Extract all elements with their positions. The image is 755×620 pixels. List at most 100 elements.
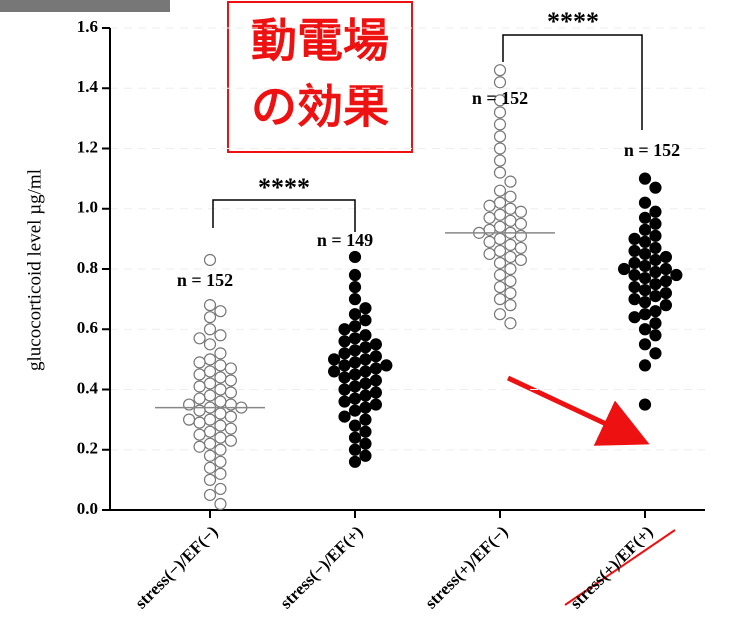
data-point: [495, 233, 506, 244]
data-point: [370, 387, 381, 398]
data-point: [515, 218, 526, 229]
data-point: [360, 438, 371, 449]
data-point: [515, 230, 526, 241]
data-point: [194, 369, 205, 380]
data-point: [650, 267, 661, 278]
data-point: [350, 333, 361, 344]
n-label: n = 152: [624, 140, 680, 160]
data-point: [505, 191, 516, 202]
data-point: [495, 167, 506, 178]
data-point: [194, 357, 205, 368]
data-point: [339, 360, 350, 371]
image-fragment: [0, 0, 170, 12]
data-point: [629, 294, 640, 305]
data-point: [640, 224, 651, 235]
data-point: [205, 366, 216, 377]
data-point: [215, 456, 226, 467]
data-point: [194, 405, 205, 416]
data-point: [640, 309, 651, 320]
data-point: [205, 312, 216, 323]
data-point: [184, 414, 195, 425]
callout-line: 動電場: [251, 14, 389, 68]
y-tick-label: 1.4: [77, 77, 99, 96]
data-point: [495, 131, 506, 142]
data-point: [640, 339, 651, 350]
data-point: [660, 276, 671, 287]
data-point: [650, 182, 661, 193]
data-point: [640, 285, 651, 296]
data-point: [350, 456, 361, 467]
data-point: [650, 218, 661, 229]
data-point: [360, 303, 371, 314]
data-point: [215, 396, 226, 407]
data-point: [640, 399, 651, 410]
data-point: [640, 197, 651, 208]
data-point: [350, 381, 361, 392]
data-point: [215, 360, 226, 371]
data-point: [205, 378, 216, 389]
data-point: [505, 300, 516, 311]
data-point: [184, 399, 195, 410]
data-point: [629, 270, 640, 281]
data-point: [215, 420, 226, 431]
data-point: [650, 254, 661, 265]
data-point: [194, 441, 205, 452]
n-label: n = 152: [472, 88, 528, 108]
data-point: [495, 209, 506, 220]
n-label: n = 149: [317, 230, 373, 250]
data-point: [640, 173, 651, 184]
data-point: [215, 348, 226, 359]
x-tick-label: stress(+)/EF(+): [566, 522, 656, 612]
data-point: [495, 197, 506, 208]
data-point: [495, 309, 506, 320]
data-point: [360, 330, 371, 341]
n-label: n = 152: [177, 270, 233, 290]
significance-bracket: [213, 200, 355, 232]
data-point: [329, 354, 340, 365]
data-point: [225, 387, 236, 398]
data-point: [370, 375, 381, 386]
data-point: [225, 363, 236, 374]
significance-label: ****: [547, 7, 599, 36]
data-point: [215, 444, 226, 455]
data-point: [484, 200, 495, 211]
data-point: [650, 291, 661, 302]
data-point: [205, 354, 216, 365]
data-point: [350, 270, 361, 281]
callout-line: の効果: [251, 80, 389, 134]
significance-label: ****: [258, 173, 310, 202]
data-point: [350, 282, 361, 293]
data-point: [495, 143, 506, 154]
data-point: [205, 426, 216, 437]
y-tick-label: 0.6: [77, 318, 98, 337]
data-point: [350, 369, 361, 380]
data-point: [360, 390, 371, 401]
data-point: [215, 468, 226, 479]
data-point: [484, 236, 495, 247]
data-point: [629, 233, 640, 244]
data-point: [350, 432, 361, 443]
y-tick-label: 1.0: [77, 198, 98, 217]
data-point: [495, 107, 506, 118]
data-point: [505, 276, 516, 287]
data-point: [350, 405, 361, 416]
y-tick-label: 0.8: [77, 258, 98, 277]
data-point: [350, 345, 361, 356]
data-point: [495, 257, 506, 268]
data-point: [205, 390, 216, 401]
data-point: [350, 321, 361, 332]
data-point: [505, 215, 516, 226]
data-point: [495, 155, 506, 166]
data-point: [339, 384, 350, 395]
data-point: [215, 372, 226, 383]
data-point: [194, 333, 205, 344]
data-point: [505, 264, 516, 275]
data-point: [495, 282, 506, 293]
data-point: [205, 254, 216, 265]
data-point: [640, 324, 651, 335]
data-point: [505, 288, 516, 299]
data-point: [225, 375, 236, 386]
data-point: [650, 306, 661, 317]
data-point: [360, 342, 371, 353]
data-point: [350, 357, 361, 368]
